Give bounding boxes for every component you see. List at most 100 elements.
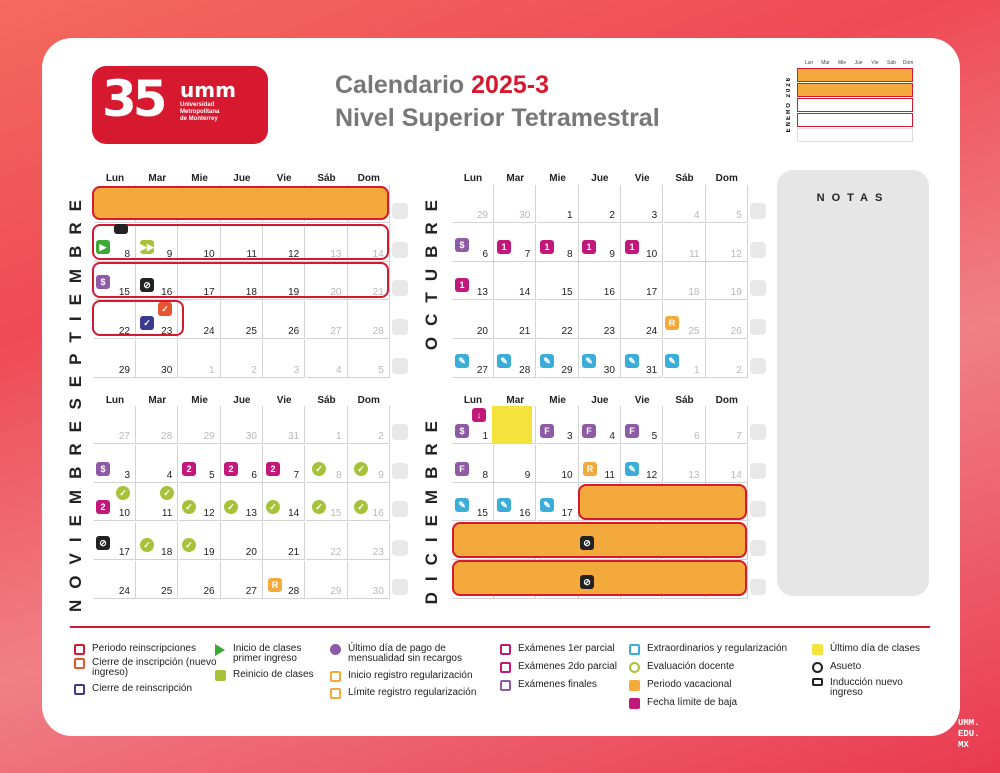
examen-final-icon: F bbox=[582, 424, 596, 438]
day-number: 20 bbox=[245, 547, 257, 559]
evaluacion-icon: ✓ bbox=[312, 462, 326, 476]
day-number: 13 bbox=[476, 287, 488, 299]
page-title: Calendario 2025-3 bbox=[335, 71, 550, 99]
extraordinario-icon: ✎ bbox=[540, 354, 554, 368]
day-number: 1 bbox=[335, 431, 342, 442]
day-cell: 31 bbox=[263, 406, 306, 444]
day-number: 5 bbox=[736, 210, 742, 221]
day-cell: 12 bbox=[705, 223, 748, 262]
day-number: 22 bbox=[330, 547, 342, 559]
day-cell: 11 bbox=[578, 444, 621, 483]
day-cell: 25 bbox=[136, 560, 179, 599]
weekday-header: Dom bbox=[715, 173, 738, 184]
registro-icon: R bbox=[268, 578, 282, 592]
legend-examenes-2: Exámenes 2do parcial bbox=[500, 662, 617, 673]
day-number: 8 bbox=[567, 248, 573, 260]
legend-inicio-clases: Inicio de clases primer ingreso bbox=[215, 644, 323, 664]
week-tab bbox=[392, 462, 409, 479]
vacation-box bbox=[578, 484, 747, 520]
day-number: 29 bbox=[330, 585, 342, 597]
day-cell: 21 bbox=[494, 301, 537, 340]
weekday-header: Sáb bbox=[675, 395, 694, 406]
reinscripcion-box bbox=[92, 300, 184, 336]
day-number: 13 bbox=[688, 469, 700, 481]
day-cell: 10 bbox=[536, 444, 579, 483]
weekday-header: Vie bbox=[276, 173, 292, 184]
week-tab bbox=[392, 540, 409, 557]
day-number: 17 bbox=[203, 287, 215, 299]
evaluacion-icon: ✓ bbox=[312, 500, 326, 514]
day-cell: 8 bbox=[94, 223, 136, 262]
day-number: 23 bbox=[161, 326, 173, 338]
day-number: 9 bbox=[524, 469, 531, 481]
day-cell: 30 bbox=[578, 339, 621, 378]
day-number: 19 bbox=[203, 547, 215, 559]
day-cell: 8 bbox=[305, 444, 348, 483]
day-cell: 25 bbox=[220, 301, 263, 340]
asueto-icon: ⊘ bbox=[580, 575, 594, 589]
ultimo-dia-highlight bbox=[492, 406, 532, 444]
day-number: 17 bbox=[118, 547, 130, 559]
day-number: 30 bbox=[372, 585, 384, 597]
day-number: 28 bbox=[161, 431, 173, 442]
day-cell: 29 bbox=[94, 339, 136, 378]
day-number: 16 bbox=[519, 508, 531, 520]
month-label-octubre: OCTUBRE bbox=[422, 189, 441, 351]
day-cell: 24 bbox=[621, 301, 664, 340]
day-cell: 13 bbox=[305, 223, 348, 262]
day-cell: 6 bbox=[220, 444, 263, 483]
weekday-header: Vie bbox=[276, 395, 292, 406]
examen-2-icon: 2 bbox=[224, 462, 238, 476]
registro-icon: R bbox=[583, 462, 597, 476]
day-number: 12 bbox=[203, 508, 215, 520]
day-cell: 3 bbox=[263, 339, 306, 378]
day-cell: 4 bbox=[663, 185, 706, 223]
day-number: 13 bbox=[330, 248, 342, 260]
asueto-icon: ⊘ bbox=[580, 536, 594, 550]
weekday-header: Lun bbox=[105, 173, 125, 184]
day-cell: 22 bbox=[305, 522, 348, 561]
day-cell: 14 bbox=[494, 262, 537, 301]
mini-weekday: Sáb bbox=[887, 60, 896, 66]
evaluacion-icon: ✓ bbox=[182, 538, 196, 552]
vacation-box bbox=[452, 522, 747, 558]
day-cell: 14 bbox=[347, 223, 390, 262]
legend-periodo-vacacional: Periodo vacacional bbox=[629, 680, 732, 691]
day-cell: 10 bbox=[94, 483, 136, 522]
examen-1-icon: 1 bbox=[455, 278, 469, 292]
day-cell: 1 bbox=[305, 406, 348, 444]
mini-weekday: Vie bbox=[871, 60, 879, 66]
week-tab bbox=[750, 462, 767, 479]
weekday-header: Mar bbox=[148, 395, 167, 406]
weekday-header: Mie bbox=[191, 395, 208, 406]
examen-2-icon: 2 bbox=[96, 500, 110, 514]
day-cell: 15 bbox=[536, 262, 579, 301]
day-cell: 5 bbox=[705, 185, 748, 223]
day-number: 6 bbox=[251, 469, 257, 481]
day-number: 4 bbox=[166, 469, 173, 481]
day-cell: 12 bbox=[621, 444, 664, 483]
day-cell: 5 bbox=[178, 444, 221, 483]
day-cell: 1 bbox=[663, 339, 706, 378]
day-number: 31 bbox=[646, 364, 658, 376]
day-number: 10 bbox=[561, 469, 573, 481]
day-cell: 19 bbox=[263, 262, 306, 301]
day-number: 21 bbox=[519, 326, 531, 338]
day-cell: 15 bbox=[305, 483, 348, 522]
day-cell: 17 bbox=[178, 262, 221, 301]
day-number: 25 bbox=[688, 326, 700, 338]
day-number: 23 bbox=[603, 326, 615, 338]
extraordinario-icon: ✎ bbox=[497, 354, 511, 368]
day-cell: 30 bbox=[494, 185, 537, 223]
legend-ultimo-pago: Último día de pago de mensualidad sin re… bbox=[330, 644, 480, 664]
payment-icon: $ bbox=[96, 462, 110, 476]
day-number: 14 bbox=[372, 248, 384, 260]
day-cell: 16 bbox=[578, 262, 621, 301]
day-number: 15 bbox=[476, 508, 488, 520]
day-number: 2 bbox=[609, 210, 615, 221]
legend-examenes-finales: Exámenes finales bbox=[500, 680, 597, 691]
day-number: 12 bbox=[288, 248, 300, 260]
day-cell: 19 bbox=[178, 522, 221, 561]
day-number: 1 bbox=[209, 364, 215, 376]
day-number: 26 bbox=[288, 326, 300, 338]
